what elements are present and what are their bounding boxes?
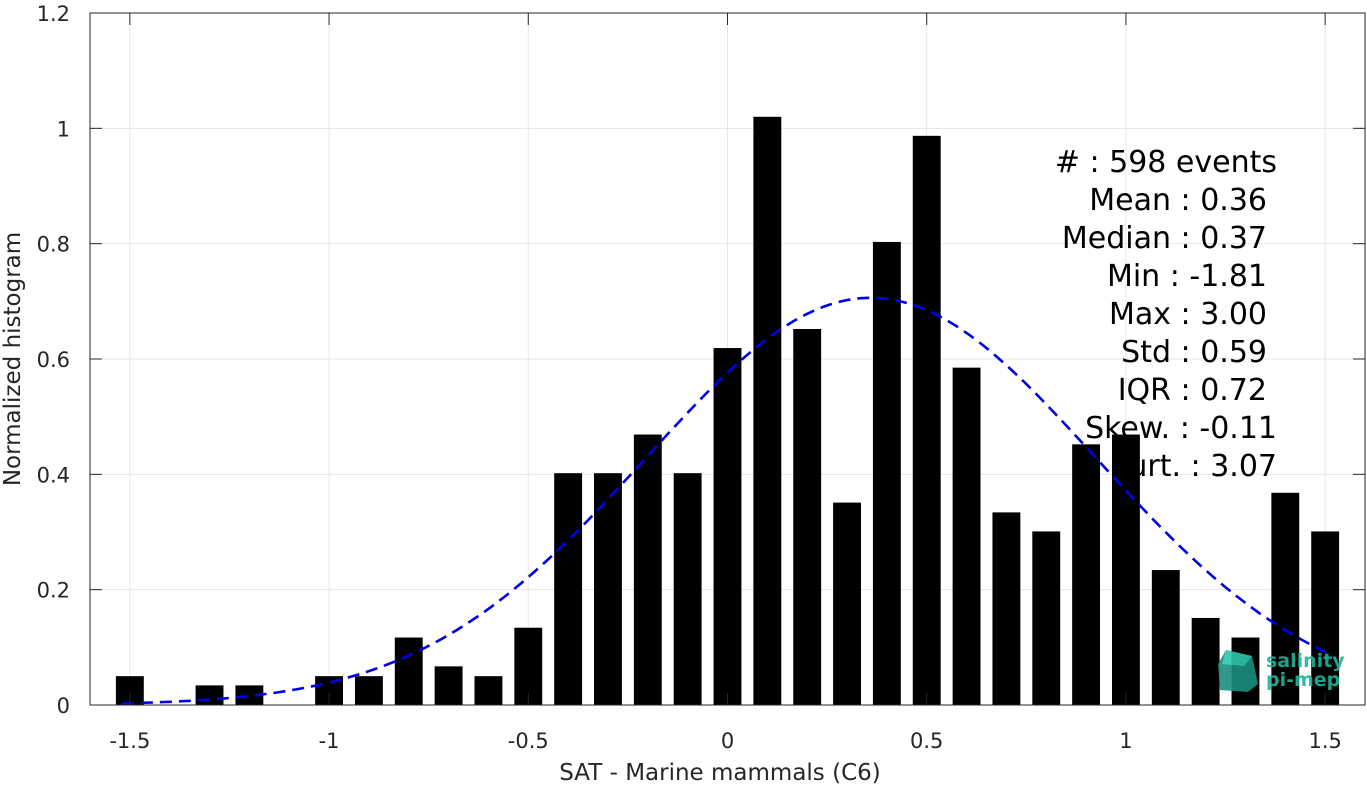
histogram-bar (713, 348, 742, 705)
x-tick-label: -1.5 (109, 729, 150, 753)
histogram-bar (673, 473, 702, 705)
histogram-bar (1191, 617, 1220, 705)
histogram-bar (394, 637, 423, 705)
x-axis-label: SAT - Marine mammals (C6) (559, 760, 881, 785)
y-tick-label: 0 (57, 694, 70, 718)
y-tick-label: 0.2 (37, 579, 70, 603)
histogram-bar (554, 473, 583, 705)
histogram-bar (1271, 492, 1300, 705)
x-tick-label: 0 (721, 729, 734, 753)
stat-median: Median : 0.37 (1062, 221, 1267, 256)
histogram-bar (912, 135, 941, 705)
histogram-bar (434, 666, 463, 705)
y-tick-label: 1.2 (37, 2, 70, 26)
y-tick-labels: 0 0.2 0.4 0.6 0.8 1 1.2 (37, 2, 70, 718)
histogram-bar (594, 473, 622, 705)
histogram-bar (992, 512, 1021, 705)
x-tick-label: -1 (319, 729, 340, 753)
histogram-bar (1032, 531, 1061, 705)
logo-cube-top-icon (1222, 650, 1252, 666)
stat-mean: Mean : 0.36 (1089, 183, 1267, 218)
histogram-bar (753, 116, 782, 706)
y-tick-label: 0.6 (37, 348, 70, 372)
y-tick-label: 0.4 (37, 463, 70, 487)
histogram-bar (833, 502, 861, 705)
stats-annotation: # : 598 events Mean : 0.36 Median : 0.37… (1055, 145, 1277, 484)
x-tick-label: -0.5 (508, 729, 549, 753)
stat-min: Min : -1.81 (1107, 259, 1267, 294)
y-axis-label: Normalized histogram (0, 232, 26, 486)
histogram-bar (474, 676, 503, 705)
logo-line2: pi-mep (1266, 669, 1340, 691)
logo-line1: salinity (1266, 650, 1345, 672)
x-tick-label: 1 (1119, 729, 1132, 753)
histogram-bar (195, 685, 224, 705)
histogram-bar (1151, 570, 1180, 705)
histogram-bar (514, 627, 543, 705)
stat-kurt: urt. : 3.07 (1128, 449, 1277, 484)
x-tick-label: 0.5 (910, 729, 943, 753)
histogram-bar (952, 367, 981, 705)
normal-fit-curve (121, 296, 1334, 705)
histogram-bar (633, 434, 662, 705)
histogram-bar (872, 241, 901, 706)
salinity-pi-mep-logo: salinity pi-mep (1218, 650, 1345, 692)
stat-events: # : 598 events (1055, 145, 1277, 180)
histogram-bar (1311, 531, 1340, 705)
stat-skew: Skew. : -0.11 (1085, 411, 1277, 446)
histogram-bar (793, 329, 822, 705)
stat-max: Max : 3.00 (1109, 297, 1267, 332)
histogram-bar (235, 685, 264, 705)
y-tick-label: 1 (57, 117, 70, 141)
stat-std: Std : 0.59 (1121, 335, 1267, 370)
x-tick-labels: -1.5 -1 -0.5 0 0.5 1 1.5 (109, 729, 1342, 753)
histogram-bar (1072, 444, 1101, 705)
histogram-bar (354, 676, 383, 705)
stat-iqr: IQR : 0.72 (1118, 373, 1267, 408)
tick-marks (90, 12, 1365, 706)
y-tick-label: 0.8 (37, 233, 70, 257)
x-tick-label: 1.5 (1308, 729, 1341, 753)
